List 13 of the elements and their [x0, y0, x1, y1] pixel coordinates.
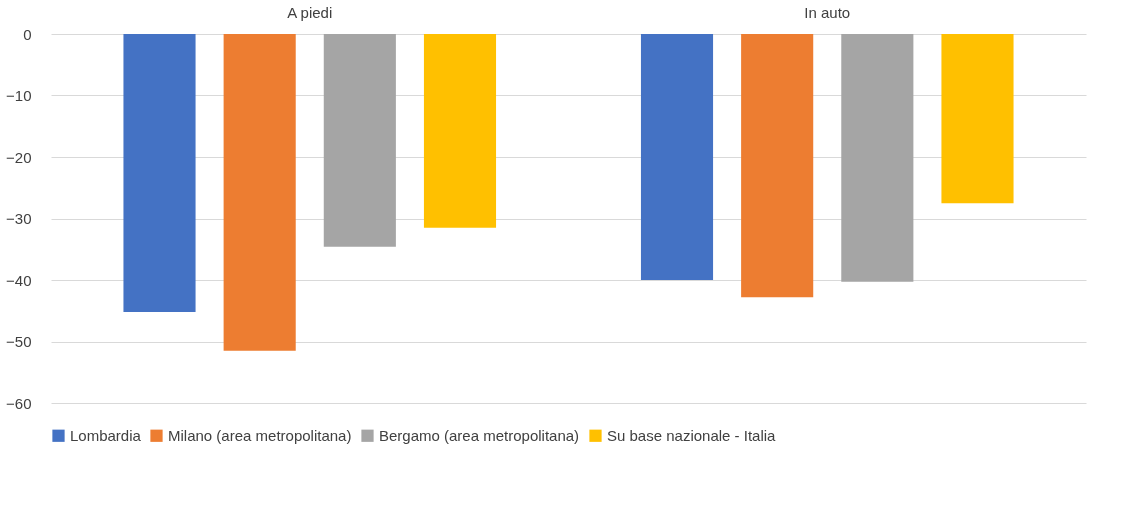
y-tick-label: −50: [6, 333, 32, 350]
y-tick-label: −60: [6, 394, 32, 412]
x-tick-label: In auto: [804, 3, 851, 21]
y-tick-label: −30: [6, 210, 32, 227]
legend-label: Milano (area metropolitana): [168, 426, 352, 444]
legend-label: Lombardia: [70, 426, 142, 444]
y-tick-label: −20: [6, 148, 32, 166]
y-tick-label: −40: [6, 271, 32, 289]
y-tick-label: −10: [6, 87, 32, 104]
legend-label: Bergamo (area metropolitana): [379, 426, 580, 444]
legend-label: Su base nazionale - Italia: [607, 426, 777, 444]
x-tick-label: A piedi: [287, 3, 333, 21]
y-tick-label: 0: [23, 25, 32, 43]
